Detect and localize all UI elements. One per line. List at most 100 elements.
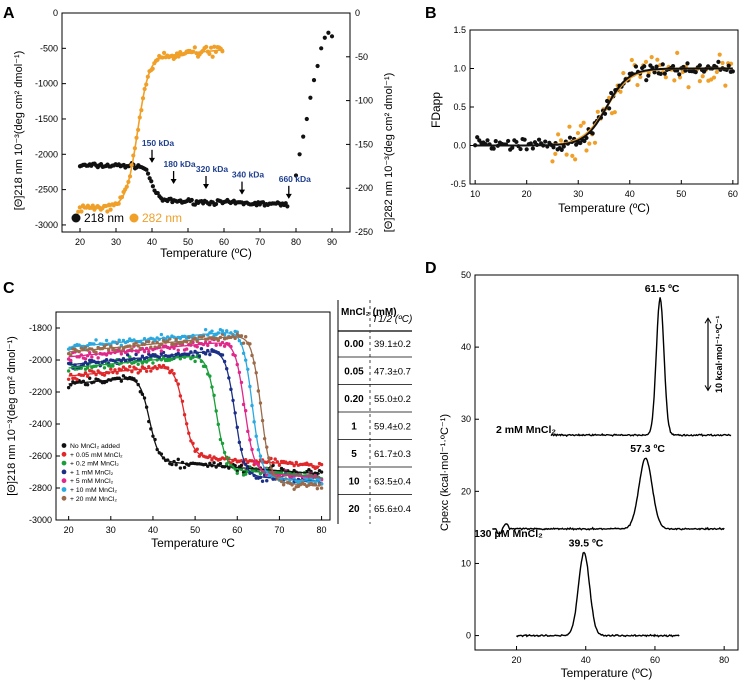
x-tick-label: 50	[676, 189, 686, 199]
data-point-218nm	[730, 69, 735, 74]
peak-label: 61.5 ºC	[645, 283, 680, 295]
fit-line-mncl2	[68, 367, 320, 467]
data-point-218nm	[149, 179, 154, 184]
data-point-mncl2	[69, 353, 73, 357]
panel-c-table: MnCl₂ (mM)T1/2 (ºC) 0.00 39.1±0.2 0.05 47.3±…	[337, 300, 412, 524]
table-cell-t-half: 39.1±0.2	[374, 339, 411, 350]
data-point-mncl2	[147, 364, 151, 369]
data-point-mncl2	[199, 347, 204, 351]
data-point-218nm-aggregation	[319, 46, 324, 51]
table-cell-mncl2: 10	[348, 477, 360, 488]
data-point-282nm	[161, 50, 167, 55]
data-point-mncl2	[281, 483, 286, 487]
data-point-218nm	[144, 167, 149, 172]
data-point-mncl2	[132, 377, 136, 381]
data-point-mncl2	[319, 470, 324, 474]
data-point-282nm	[204, 44, 209, 49]
y-tick-label: -1800	[29, 323, 52, 333]
x-tick-label: 90	[327, 237, 337, 247]
data-point-mncl2	[161, 363, 166, 368]
data-point-mncl2	[113, 348, 117, 352]
data-point-218nm	[189, 197, 194, 203]
data-point-mncl2	[104, 353, 109, 357]
data-point-218nm	[609, 90, 614, 96]
panel-c-chart: 20 30 40 50 60 70 80 -1800 -2000 -2200 -2400 -2600 -…	[6, 311, 331, 550]
dsc-trace	[550, 297, 732, 438]
data-point-mncl2	[201, 334, 206, 338]
data-point-282nm	[578, 123, 583, 128]
data-point-282nm	[584, 148, 589, 153]
data-point-218nm	[607, 106, 612, 111]
annotation-kda: 320 kDa	[196, 164, 228, 174]
panel-label-b: B	[425, 5, 437, 22]
x-tick-label: 50	[183, 237, 193, 247]
data-point-218nm	[693, 70, 698, 75]
data-point-mncl2	[260, 479, 265, 483]
data-point-282nm	[592, 140, 598, 145]
curve-label: 130 μM MnCl₂	[474, 528, 543, 540]
legend-label: + 1 mM MnCl₂	[70, 469, 114, 476]
data-point-218nm	[652, 70, 657, 75]
y-tick-label: 50	[461, 270, 471, 280]
data-point-mncl2	[117, 338, 121, 342]
data-point-218nm	[260, 200, 266, 205]
data-point-mncl2	[218, 343, 223, 347]
data-point-mncl2	[241, 341, 246, 345]
data-point-mncl2	[102, 366, 107, 370]
data-point-218nm-aggregation	[308, 95, 313, 100]
data-point-282nm	[564, 152, 569, 157]
y-axis-label: Cpexc (kcal·mol⁻¹·ºC⁻¹)	[439, 414, 451, 531]
data-point-218nm	[551, 145, 556, 150]
y-axis-label: [Θ]218 nm 10⁻³(deg cm² dmol⁻¹)	[13, 51, 25, 211]
dsc-trace	[492, 457, 725, 536]
data-point-282nm	[649, 55, 654, 60]
annotation-kda: 660 kDa	[279, 174, 311, 184]
data-point-282nm	[192, 45, 197, 50]
legend-label-218nm: 218 nm	[84, 211, 124, 225]
data-point-mncl2	[106, 348, 111, 352]
x-tick-label: 20	[75, 237, 85, 247]
legend-marker	[61, 487, 67, 492]
y-tick-label: -2000	[29, 355, 52, 365]
legend-label: + 0.2 mM MnCl₂	[70, 461, 119, 468]
annotation-arrowhead	[170, 179, 177, 185]
peak-label: 57.3 ºC	[630, 443, 665, 455]
data-point-218nm	[522, 137, 527, 142]
legend-marker	[61, 443, 67, 448]
data-point-282nm	[105, 209, 110, 214]
data-point-mncl2	[172, 342, 176, 347]
data-point-218nm	[192, 202, 198, 207]
fit-line-mncl2	[68, 356, 320, 478]
data-point-218nm	[475, 135, 480, 140]
data-point-218nm	[285, 204, 290, 209]
data-point-282nm	[618, 89, 623, 94]
panel-d-chart: 20 40 60 80 0 10 20 30 40 50 Temperature (ºC) Cpexc…	[439, 270, 739, 680]
data-point-mncl2	[85, 374, 90, 378]
data-point-mncl2	[225, 462, 229, 466]
data-point-218nm	[506, 138, 511, 144]
data-point-282nm	[638, 74, 643, 80]
data-point-282nm	[711, 75, 717, 80]
annotation-arrowhead	[149, 157, 155, 163]
panel-label-d: D	[425, 260, 437, 277]
data-point-282nm	[655, 57, 660, 62]
y-tick-label: 30	[461, 414, 471, 424]
data-point-282nm	[587, 141, 592, 146]
data-point-mncl2	[138, 346, 143, 351]
data-point-mncl2	[111, 364, 115, 368]
data-point-mncl2	[319, 462, 324, 467]
annotation-kda: 180 kDa	[164, 159, 196, 169]
data-point-mncl2	[159, 349, 164, 353]
y-tick-label: 0	[466, 631, 471, 641]
data-point-218nm	[567, 135, 573, 140]
x-tick-label: 40	[581, 655, 591, 665]
data-point-282nm	[714, 69, 719, 75]
x-tick-label: 10	[470, 189, 480, 199]
table-header-mncl2: MnCl₂ (mM)	[341, 307, 397, 318]
data-point-282nm	[550, 159, 555, 164]
table-cell-t-half: 61.7±0.3	[374, 449, 411, 460]
data-point-mncl2	[203, 327, 208, 332]
data-point-mncl2	[149, 345, 153, 349]
data-point-mncl2	[273, 457, 277, 461]
